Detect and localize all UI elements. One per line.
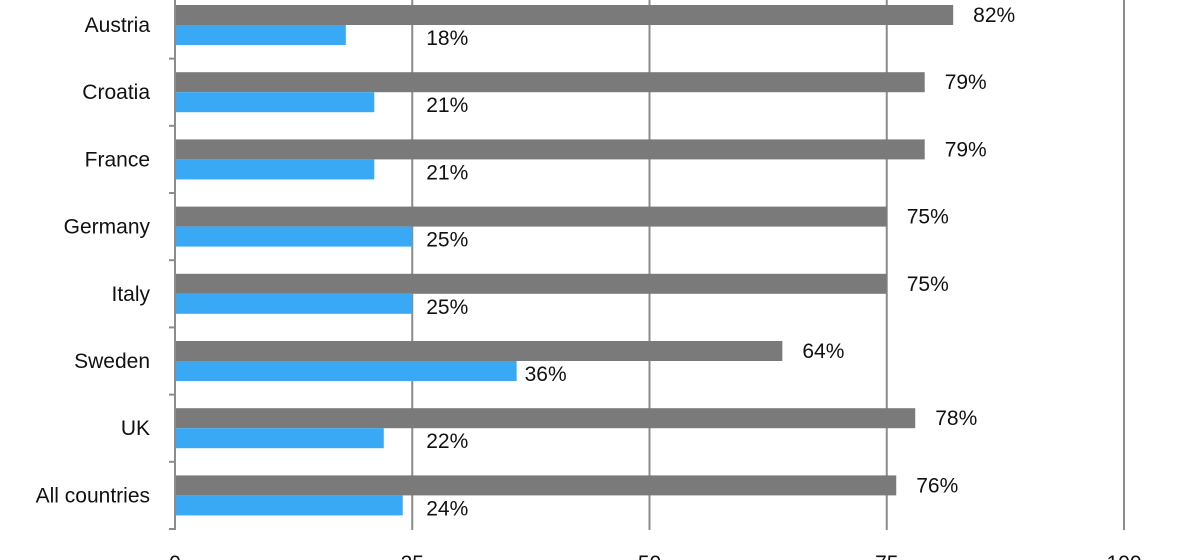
category-label-1: Croatia <box>82 81 150 104</box>
bar-series0-0 <box>175 5 954 25</box>
value-label-series0-1: 79% <box>945 71 987 94</box>
bar-series1-5 <box>175 361 517 381</box>
x-tick-label-50: 50 <box>638 552 661 560</box>
value-label-series1-5: 36% <box>525 363 567 386</box>
bar-series0-4 <box>175 273 887 294</box>
bar-series1-1 <box>175 92 375 113</box>
value-label-series0-3: 75% <box>907 206 949 229</box>
value-label-series1-0: 18% <box>426 27 468 50</box>
bar-series0-6 <box>175 408 916 429</box>
value-label-series0-6: 78% <box>935 407 977 430</box>
value-label-series0-5: 64% <box>802 340 844 363</box>
value-label-series1-1: 21% <box>426 94 468 117</box>
value-label-series1-7: 24% <box>426 497 468 520</box>
value-label-series0-4: 75% <box>907 273 949 296</box>
bar-series0-5 <box>175 341 783 361</box>
category-label-0: Austria <box>85 14 151 37</box>
bar-series0-2 <box>175 139 925 160</box>
x-tick-label-0: 0 <box>169 552 181 560</box>
value-label-series1-2: 21% <box>426 161 468 184</box>
value-label-series1-4: 25% <box>426 296 468 319</box>
category-label-5: Sweden <box>74 350 150 373</box>
x-tick-label-100: 100 <box>1106 552 1141 560</box>
bar-series0-3 <box>175 206 887 227</box>
category-label-6: UK <box>121 417 150 440</box>
bar-series0-7 <box>175 475 897 496</box>
value-label-series1-3: 25% <box>426 229 468 252</box>
value-label-series0-7: 76% <box>916 474 958 497</box>
x-tick-label-25: 25 <box>401 552 424 560</box>
category-label-4: Italy <box>111 283 150 306</box>
bar-series1-6 <box>175 428 384 449</box>
bar-series1-3 <box>175 226 413 247</box>
bar-series1-7 <box>175 495 403 516</box>
bar-series1-4 <box>175 293 413 314</box>
category-label-7: All countries <box>36 484 150 507</box>
axes <box>169 0 176 530</box>
value-label-series0-0: 82% <box>973 4 1015 27</box>
bars <box>175 5 954 516</box>
labels: 0 25 50 75 100 Austria 82% 18% Croatia 79% 21% Fran… <box>36 4 1142 560</box>
value-label-series1-6: 22% <box>426 430 468 453</box>
bar-series1-2 <box>175 159 375 180</box>
category-label-3: Germany <box>64 216 151 239</box>
x-tick-label-75: 75 <box>875 552 898 560</box>
bar-series1-0 <box>175 25 346 45</box>
category-label-2: France <box>85 148 150 171</box>
value-label-series0-2: 79% <box>945 138 987 161</box>
bar-series0-1 <box>175 72 925 93</box>
